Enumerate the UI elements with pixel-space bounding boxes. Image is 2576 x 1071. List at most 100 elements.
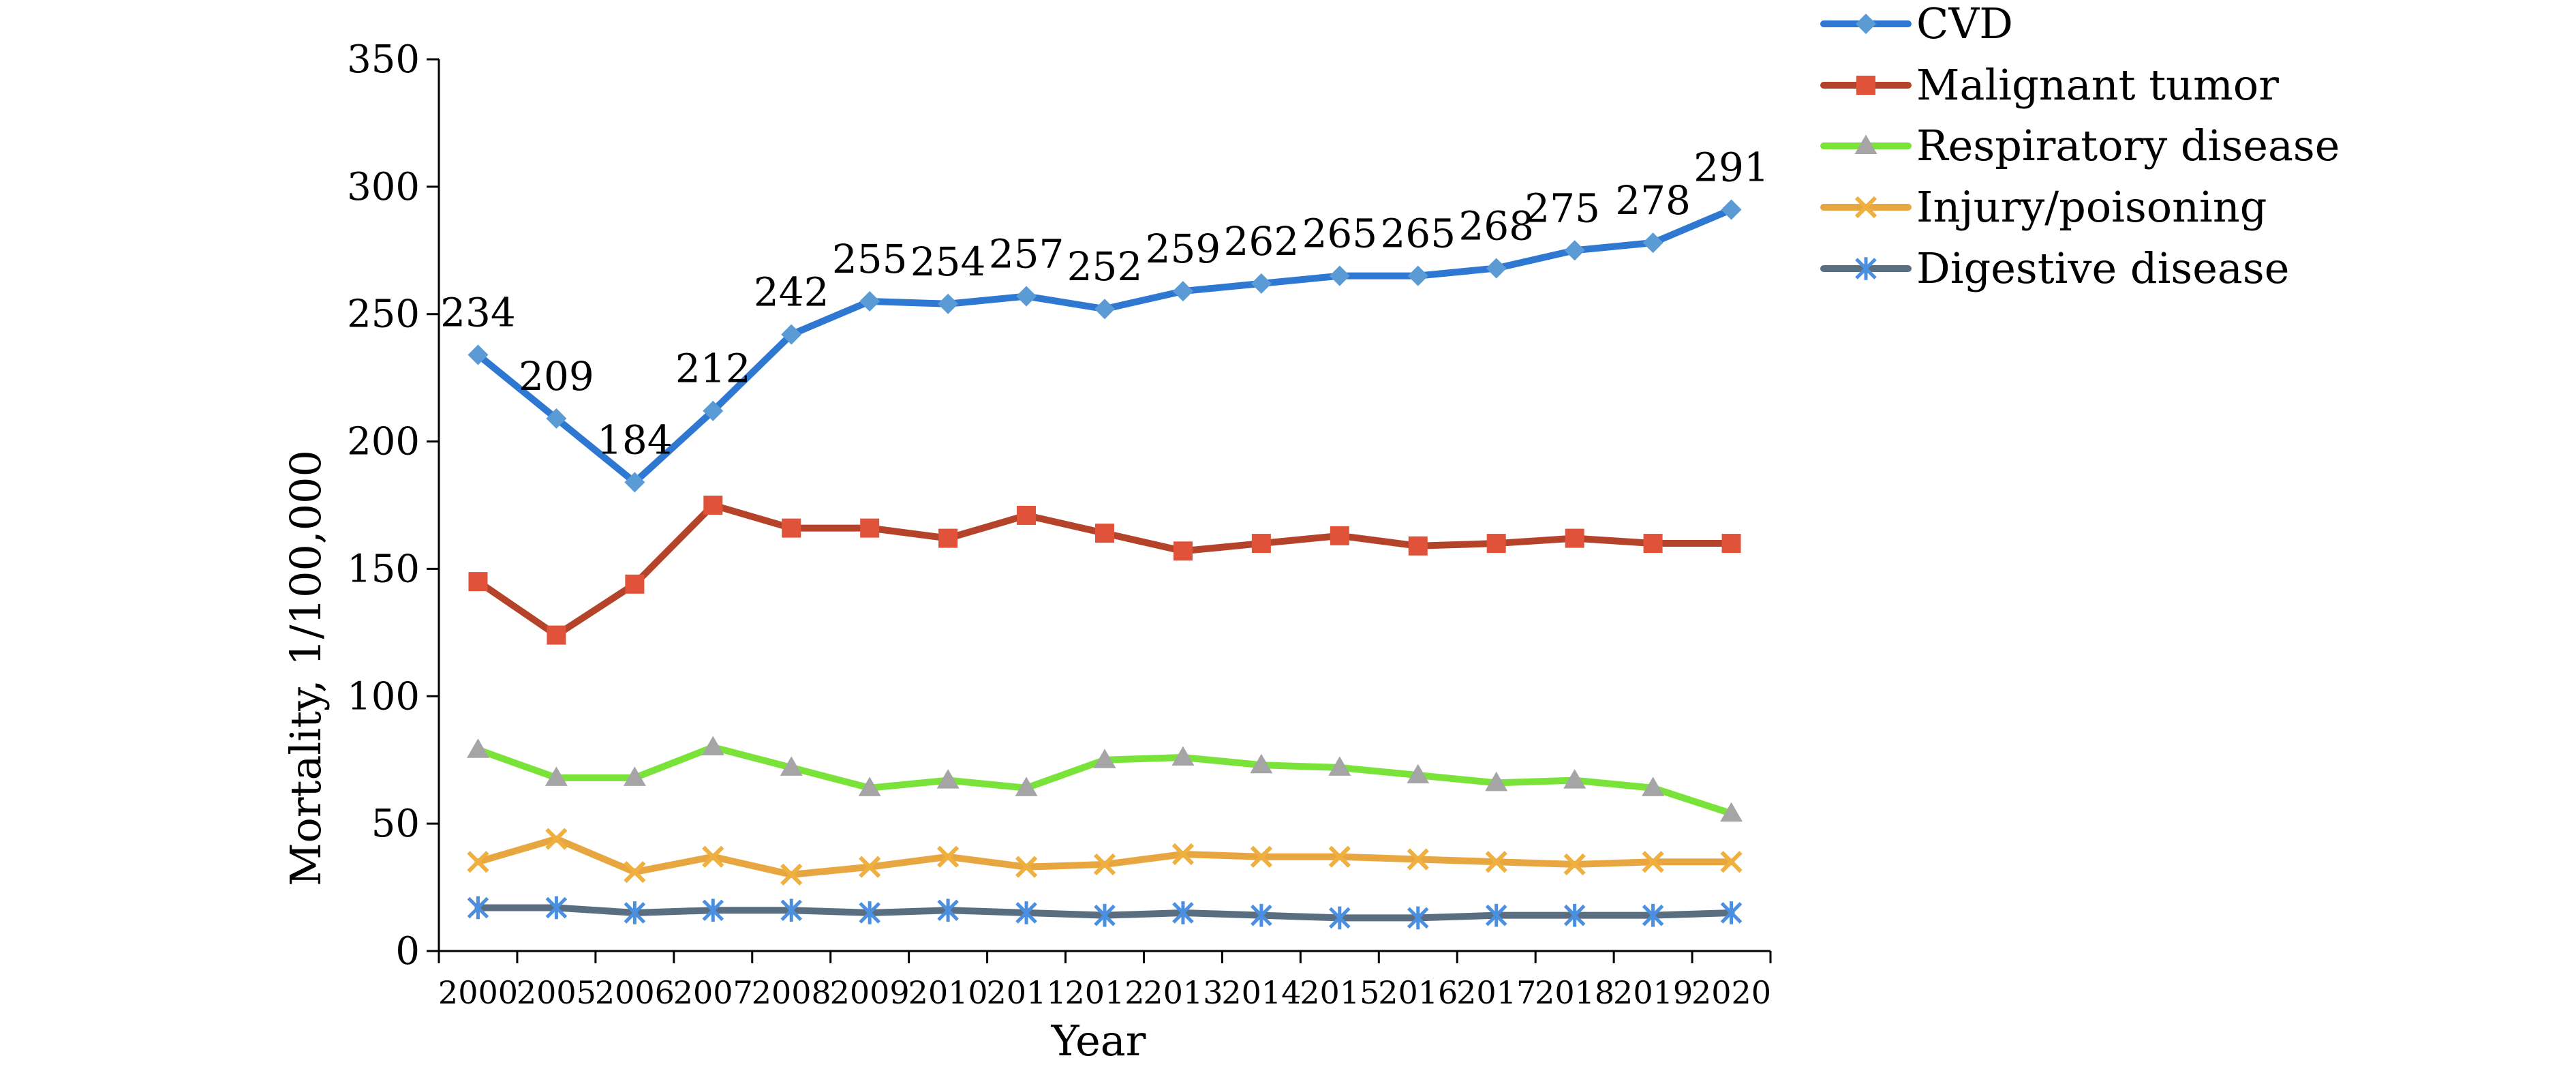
data-label-cvd: 265 bbox=[1380, 211, 1456, 257]
legend-swatch-marker bbox=[1856, 14, 1876, 34]
data-point-digestive-disease bbox=[1485, 903, 1507, 927]
x-tick-label: 2014 bbox=[1221, 974, 1301, 1011]
data-point-respiratory-disease bbox=[1485, 771, 1508, 791]
data-label-cvd: 252 bbox=[1067, 243, 1143, 290]
data-point-respiratory-disease bbox=[466, 738, 489, 758]
chart-axes: 0501001502002503003502000200520062007200… bbox=[347, 37, 1772, 1011]
y-axis-title: Mortality, 1/100,000 bbox=[281, 450, 331, 886]
x-tick-label: 2009 bbox=[830, 974, 910, 1011]
data-point-malignant-tumor bbox=[1565, 528, 1584, 548]
legend-item-malignant-tumor: Malignant tumor bbox=[1820, 60, 2279, 110]
data-point-malignant-tumor bbox=[782, 518, 801, 538]
data-point-respiratory-disease bbox=[1015, 776, 1038, 796]
data-point-malignant-tumor bbox=[1251, 534, 1271, 554]
x-tick-label: 2015 bbox=[1300, 974, 1379, 1011]
y-tick-label: 150 bbox=[347, 547, 420, 591]
data-point-digestive-disease bbox=[624, 901, 646, 924]
data-point-respiratory-disease bbox=[1093, 749, 1116, 768]
data-point-cvd bbox=[938, 293, 959, 314]
series-respiratory-disease bbox=[466, 736, 1743, 822]
legend-item-respiratory-disease: Respiratory disease bbox=[1820, 121, 2340, 170]
series-injury-poisoning bbox=[467, 828, 1743, 886]
data-point-malignant-tumor bbox=[468, 572, 488, 592]
data-point-respiratory-disease bbox=[1720, 802, 1743, 822]
data-label-cvd: 262 bbox=[1224, 218, 1300, 265]
data-point-digestive-disease bbox=[859, 901, 880, 924]
legend-label: CVD bbox=[1916, 0, 2013, 48]
series-line-injury-poisoning bbox=[474, 835, 1735, 878]
legend-item-injury-poisoning: Injury/poisoning bbox=[1820, 182, 2267, 232]
data-point-malignant-tumor bbox=[1095, 524, 1114, 543]
chart-series bbox=[466, 199, 1743, 930]
data-point-injury-poisoning bbox=[1171, 843, 1195, 866]
data-label-cvd: 209 bbox=[519, 353, 594, 399]
series-cvd bbox=[467, 199, 1742, 493]
data-point-respiratory-disease bbox=[1250, 753, 1273, 774]
data-point-digestive-disease bbox=[1094, 903, 1116, 927]
legend-label: Malignant tumor bbox=[1916, 60, 2279, 110]
y-tick-label: 250 bbox=[347, 292, 420, 337]
x-tick-label: 2005 bbox=[517, 974, 596, 1011]
data-point-cvd bbox=[1564, 240, 1585, 261]
data-point-malignant-tumor bbox=[1721, 534, 1741, 554]
data-point-digestive-disease bbox=[702, 899, 724, 922]
x-tick-label: 2006 bbox=[595, 974, 675, 1011]
x-tick-label: 2012 bbox=[1064, 974, 1144, 1011]
y-tick-label: 350 bbox=[347, 37, 420, 82]
data-point-respiratory-disease bbox=[1328, 756, 1351, 776]
data-point-injury-poisoning bbox=[1250, 845, 1273, 868]
data-point-injury-poisoning bbox=[1328, 845, 1351, 868]
data-point-digestive-disease bbox=[1642, 903, 1664, 927]
data-label-cvd: 184 bbox=[597, 417, 673, 463]
data-point-respiratory-disease bbox=[858, 776, 881, 796]
data-point-respiratory-disease bbox=[1563, 769, 1586, 789]
data-point-injury-poisoning bbox=[1642, 851, 1664, 873]
data-label-cvd: 254 bbox=[910, 239, 986, 285]
data-point-cvd bbox=[467, 344, 489, 365]
data-label-cvd: 291 bbox=[1693, 144, 1769, 190]
data-point-digestive-disease bbox=[1720, 901, 1743, 924]
data-point-malignant-tumor bbox=[625, 574, 645, 594]
data-label-cvd: 259 bbox=[1146, 226, 1221, 272]
data-point-cvd bbox=[1642, 232, 1663, 254]
data-point-malignant-tumor bbox=[703, 496, 723, 515]
data-point-cvd bbox=[624, 472, 645, 493]
data-point-malignant-tumor bbox=[1173, 541, 1193, 561]
data-point-malignant-tumor bbox=[860, 518, 880, 538]
data-label-cvd: 257 bbox=[989, 231, 1064, 277]
data-point-digestive-disease bbox=[1172, 901, 1194, 924]
x-tick-label: 2000 bbox=[438, 974, 518, 1011]
data-point-cvd bbox=[1486, 258, 1507, 279]
x-tick-label: 2010 bbox=[908, 974, 988, 1011]
data-point-cvd bbox=[1407, 265, 1428, 286]
data-point-injury-poisoning bbox=[1563, 853, 1586, 876]
data-point-cvd bbox=[1172, 281, 1193, 302]
data-point-cvd bbox=[1094, 299, 1115, 320]
data-point-digestive-disease bbox=[1563, 903, 1586, 927]
data-point-digestive-disease bbox=[1407, 906, 1429, 930]
x-tick-label: 2020 bbox=[1691, 974, 1771, 1011]
y-tick-label: 200 bbox=[347, 420, 420, 464]
series-digestive-disease bbox=[467, 896, 1743, 930]
data-point-malignant-tumor bbox=[547, 625, 566, 645]
x-tick-label: 2016 bbox=[1378, 974, 1458, 1011]
y-tick-label: 100 bbox=[347, 674, 420, 719]
legend-label: Digestive disease bbox=[1916, 243, 2289, 293]
data-point-digestive-disease bbox=[467, 896, 489, 920]
data-point-injury-poisoning bbox=[467, 851, 489, 873]
data-point-cvd bbox=[1721, 199, 1742, 220]
x-tick-label: 2019 bbox=[1613, 974, 1693, 1011]
data-point-respiratory-disease bbox=[545, 766, 568, 786]
data-point-digestive-disease bbox=[780, 899, 803, 922]
data-label-cvd: 275 bbox=[1524, 185, 1600, 231]
data-label-cvd: 265 bbox=[1302, 211, 1377, 257]
data-point-digestive-disease bbox=[937, 899, 959, 922]
data-point-respiratory-disease bbox=[780, 756, 803, 776]
legend-label: Injury/poisoning bbox=[1916, 182, 2267, 232]
data-point-injury-poisoning bbox=[936, 845, 960, 868]
data-label-cvd: 212 bbox=[675, 346, 751, 392]
data-point-injury-poisoning bbox=[1015, 856, 1038, 878]
y-tick-label: 50 bbox=[371, 802, 420, 846]
